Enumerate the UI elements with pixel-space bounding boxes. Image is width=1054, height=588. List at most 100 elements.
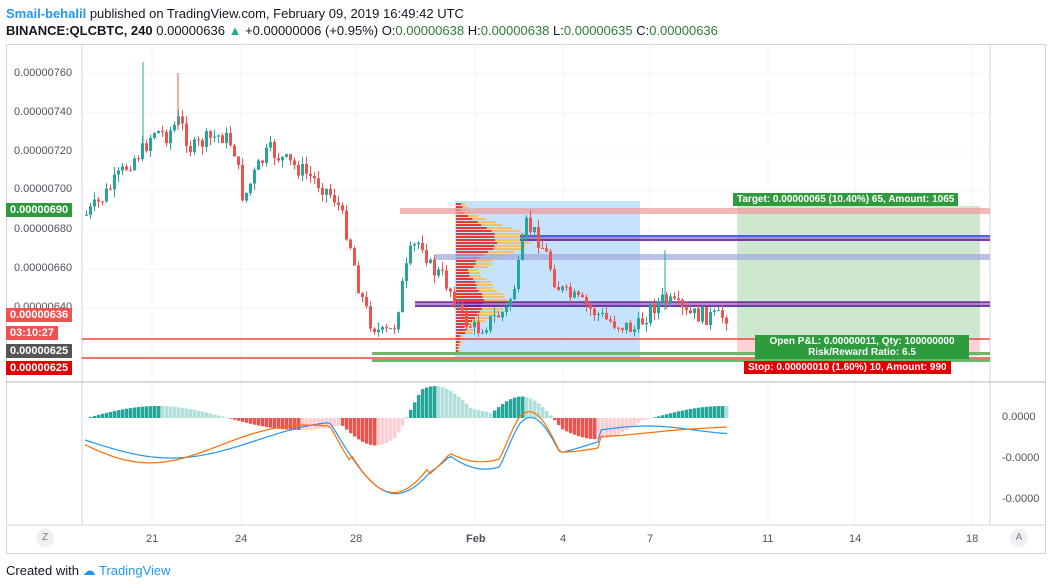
candle-body <box>397 312 400 330</box>
macd-histogram-bar <box>465 403 469 418</box>
macd-histogram-bar <box>217 415 221 418</box>
volume-profile-bar <box>469 272 480 274</box>
volume-profile-bar <box>456 335 460 337</box>
candle-body <box>401 281 404 313</box>
resistance-band-purple[interactable] <box>520 235 990 241</box>
candle-body <box>109 188 112 190</box>
macd-histogram-bar <box>621 418 625 433</box>
price-axis-label: 0.00000740 <box>14 106 73 118</box>
candle-body <box>345 210 348 240</box>
volume-profile-bar <box>456 227 487 229</box>
macd-histogram-bar <box>369 418 373 445</box>
macd-histogram-bar <box>193 409 197 418</box>
candle-body <box>641 318 644 325</box>
candle-body <box>257 160 260 170</box>
macd-histogram-bar <box>717 406 721 418</box>
candle-body <box>621 328 624 330</box>
close-value: 0.00000636 <box>649 23 718 38</box>
candle-body <box>321 187 324 195</box>
tradingview-brand[interactable]: TradingView <box>99 563 171 578</box>
candle-body <box>237 156 240 165</box>
resistance-band-top[interactable] <box>400 208 990 214</box>
auto-scale-button[interactable]: A <box>1010 529 1028 547</box>
candle-body <box>669 296 672 304</box>
volume-profile-bar <box>493 248 525 250</box>
candle-body <box>121 166 124 171</box>
macd-histogram-bar <box>693 408 697 418</box>
volume-profile-bar <box>494 233 527 235</box>
candle-body <box>473 322 476 328</box>
candle-body <box>89 206 92 215</box>
volume-profile-bar <box>476 287 493 289</box>
volume-profile-bar <box>468 215 478 217</box>
target-label: Target: 0.00000065 (10.40%) 65, Amount: … <box>733 193 959 206</box>
candle-body <box>469 326 472 328</box>
volume-profile-bar <box>481 224 502 226</box>
candle-body <box>169 130 172 144</box>
macd-histogram-bar <box>297 418 301 430</box>
macd-histogram-bar <box>181 407 185 418</box>
candle-body <box>201 140 204 147</box>
macd-line <box>84 417 728 495</box>
candle-body <box>309 173 312 177</box>
macd-histogram-bar <box>477 410 481 418</box>
volume-profile-bar <box>473 278 487 280</box>
macd-histogram-bar <box>569 418 573 434</box>
volume-profile-bar <box>462 206 469 208</box>
candle-body <box>477 322 480 334</box>
green-support-2[interactable] <box>372 359 990 362</box>
macd-histogram-bar <box>581 418 585 438</box>
price-axis-label: 0.00000660 <box>14 262 73 274</box>
macd-histogram-bar <box>253 418 257 425</box>
resistance-band-lavender[interactable] <box>435 254 990 260</box>
macd-histogram-bar <box>573 418 577 435</box>
volume-profile-bar <box>482 296 505 298</box>
volume-profile-bar <box>461 203 466 205</box>
high-value: 0.00000638 <box>480 23 550 38</box>
chart-frame[interactable] <box>6 44 1046 554</box>
macd-histogram-bar <box>121 409 125 418</box>
green-support-1[interactable] <box>372 352 990 355</box>
published-text: published on TradingView.com, February 0… <box>89 6 464 21</box>
macd-histogram-bar <box>701 407 705 418</box>
candle-body <box>369 306 372 329</box>
volume-profile-bar <box>459 335 464 337</box>
candle-body <box>701 306 704 322</box>
author-name[interactable]: Smail-behalil <box>6 6 87 21</box>
open-label: O: <box>381 23 396 38</box>
macd-histogram-bar <box>93 415 97 418</box>
target-zone[interactable] <box>737 206 980 339</box>
candle-body <box>209 131 212 138</box>
macd-histogram-bar <box>589 418 593 439</box>
macd-histogram-bar <box>537 403 541 418</box>
macd-histogram-bar <box>289 418 293 430</box>
candle-body <box>361 293 364 298</box>
candle-body <box>549 251 552 270</box>
candle-body <box>569 287 572 298</box>
macd-histogram-bar <box>361 418 365 442</box>
candle-body <box>421 242 424 250</box>
support-band-purple[interactable] <box>415 302 990 307</box>
candle-body <box>529 217 532 233</box>
macd-axis-label: 0.0000 <box>1002 411 1036 423</box>
macd-histogram-bar <box>169 406 173 418</box>
time-axis-label: 11 <box>762 533 774 545</box>
candle-body <box>537 227 540 248</box>
volume-profile-bar <box>477 221 496 223</box>
macd-histogram-bar <box>513 397 517 418</box>
volume-profile-bar <box>474 317 491 319</box>
candle-body <box>129 169 132 171</box>
volume-profile-bar <box>494 245 526 247</box>
macd-histogram-bar <box>453 393 457 418</box>
macd-histogram-bar <box>261 418 265 427</box>
macd-histogram-bar <box>685 409 689 418</box>
volume-profile-bar <box>456 299 485 301</box>
volume-profile-bar <box>456 293 483 295</box>
candle-body <box>137 158 140 160</box>
candle-body <box>713 310 716 312</box>
candle-body <box>677 298 680 300</box>
candle-body <box>113 174 116 190</box>
zoom-button[interactable]: Z <box>36 529 54 547</box>
macd-histogram-bar <box>337 418 341 426</box>
